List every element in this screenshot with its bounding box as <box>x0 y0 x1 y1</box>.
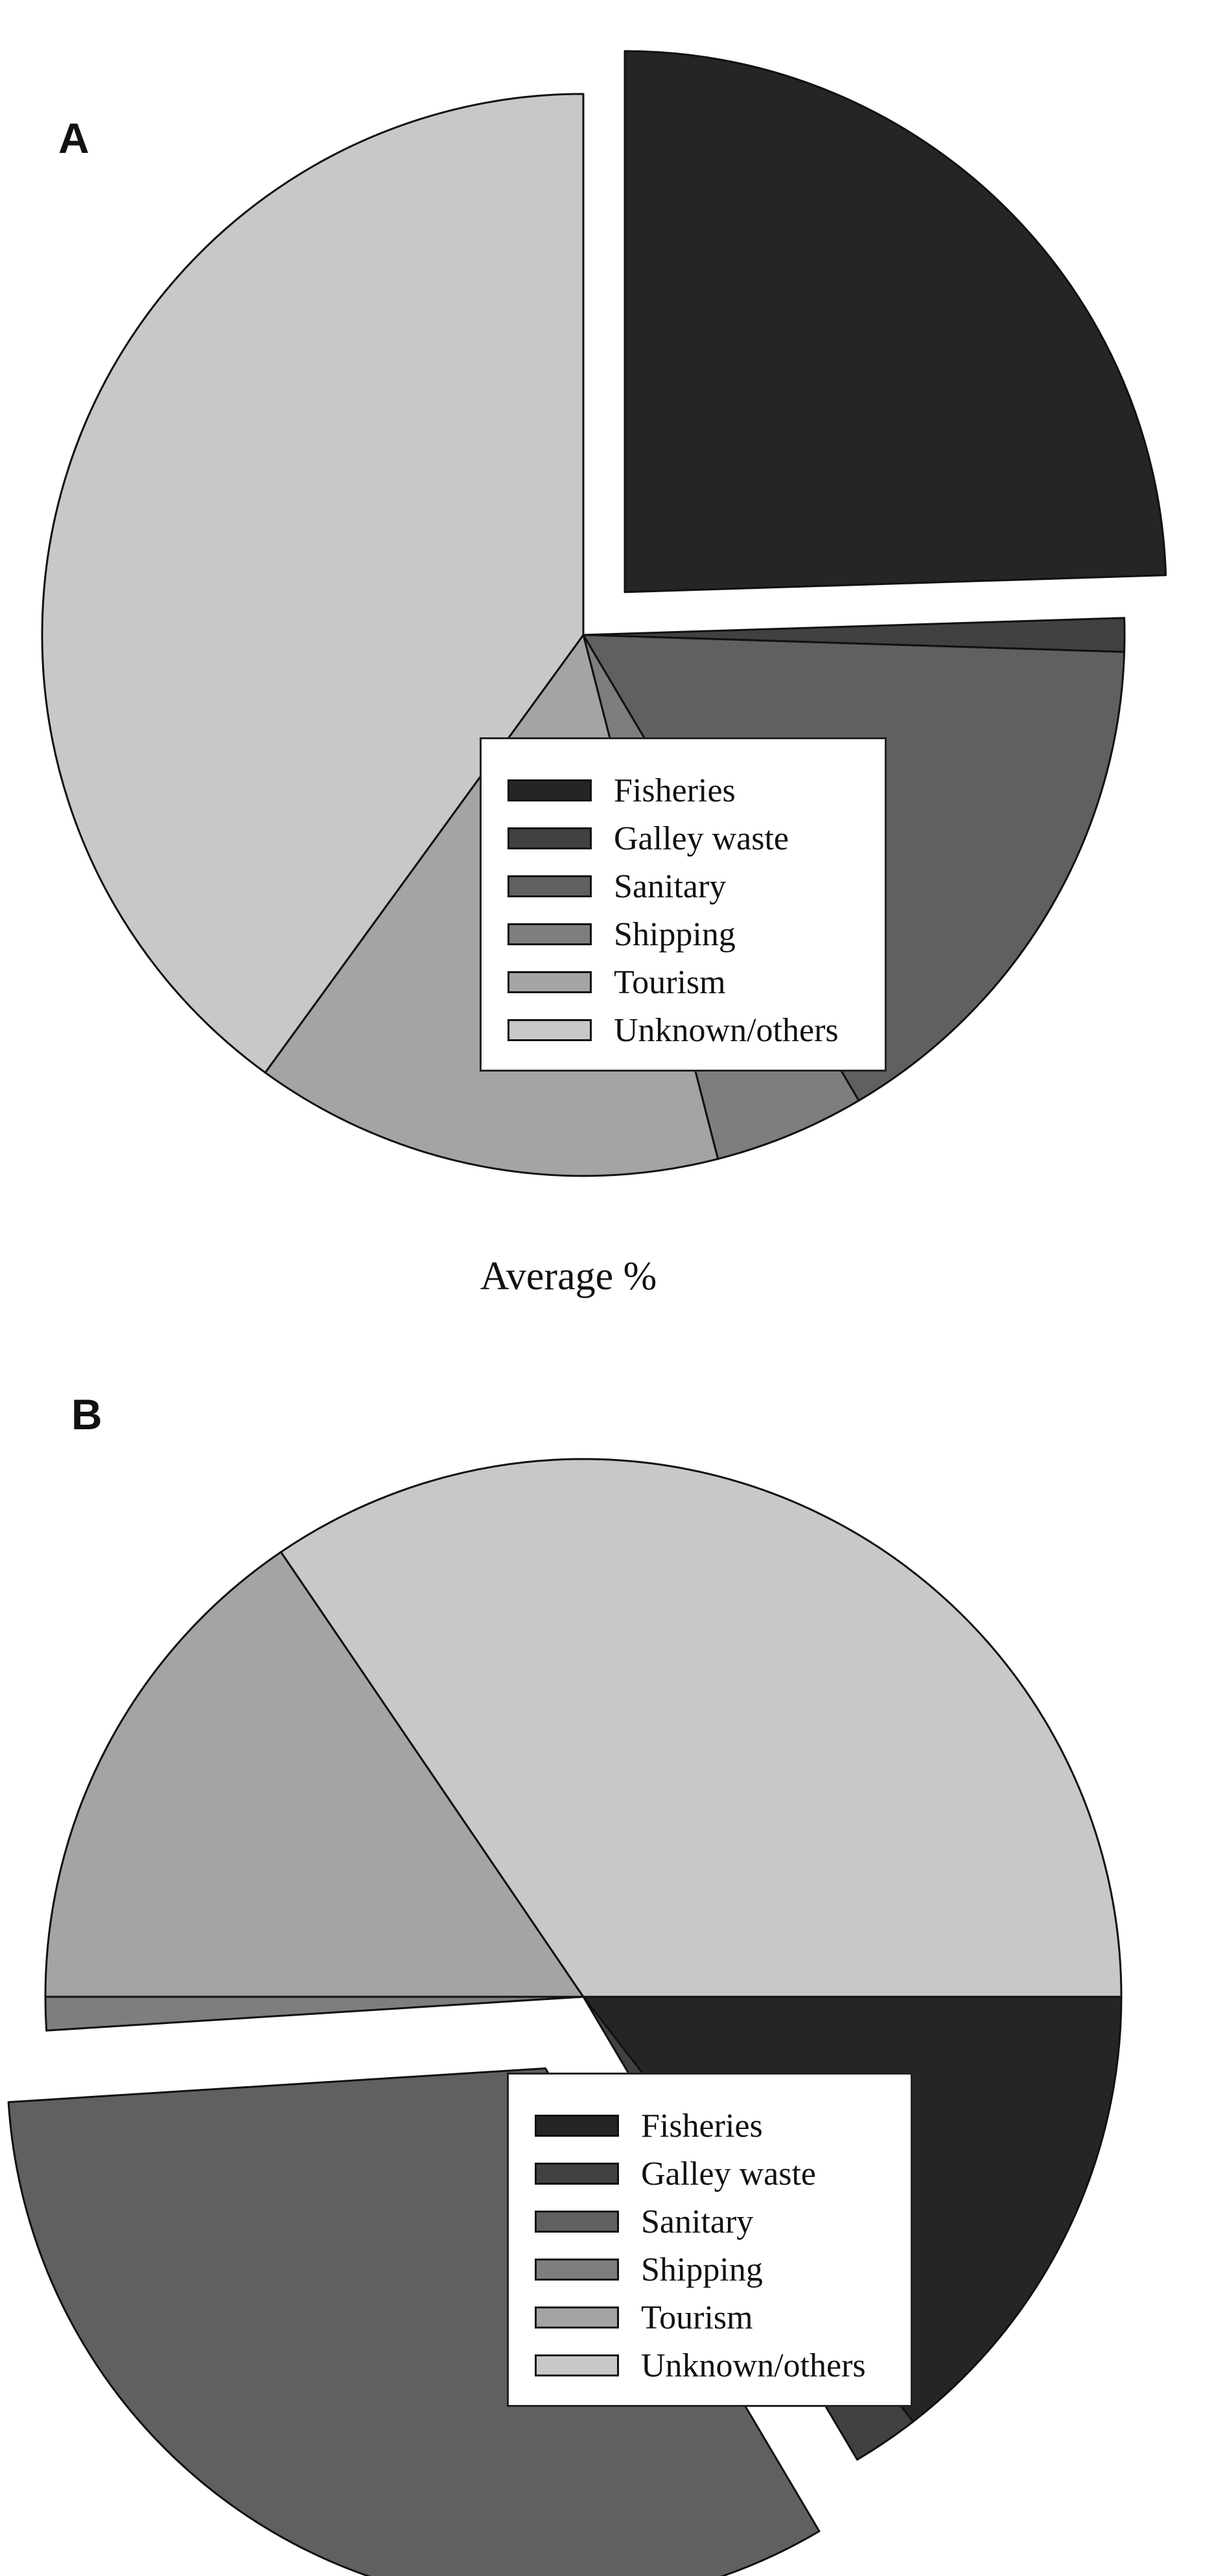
legend-swatch <box>535 2163 619 2185</box>
legend-swatch <box>508 827 592 849</box>
legend-label: Unknown/others <box>641 2347 866 2384</box>
legend-item-shipping: Shipping <box>508 910 885 958</box>
pie-slice-shipping <box>44 1995 585 2032</box>
legend-swatch <box>535 2306 619 2329</box>
legend-item-tourism: Tourism <box>508 958 885 1006</box>
legend-label: Shipping <box>614 915 736 953</box>
panel-label-a: A <box>58 114 89 162</box>
legend-item-unknown-others: Unknown/others <box>535 2341 911 2389</box>
legend-item-galley-waste: Galley waste <box>535 2150 911 2198</box>
pie-slice-fisheries <box>624 50 1167 593</box>
legend-item-fisheries: Fisheries <box>508 766 885 814</box>
legend-label: Shipping <box>641 2251 763 2288</box>
pie-slice-unknown-others <box>279 1458 1123 1998</box>
legend-swatch <box>508 971 592 993</box>
legend-swatch <box>508 923 592 945</box>
legend-item-sanitary: Sanitary <box>508 862 885 910</box>
legend-item-shipping: Shipping <box>535 2246 911 2294</box>
legend-label: Sanitary <box>614 868 727 905</box>
legend-item-fisheries: Fisheries <box>535 2102 911 2150</box>
legend-swatch <box>535 2354 619 2376</box>
legend-label: Fisheries <box>641 2107 763 2145</box>
pie-chart-a: A Fisheries Galley waste Sanitary Shipping T… <box>0 0 1225 1231</box>
legend-label: Galley waste <box>641 2155 817 2192</box>
average-percent-caption: Average % <box>480 1254 657 1298</box>
legend-label: Tourism <box>641 2299 753 2336</box>
legend-item-galley-waste: Galley waste <box>508 814 885 862</box>
legend-b: Fisheries Galley waste Sanitary Shipping Tou… <box>507 2073 913 2407</box>
legend-label: Galley waste <box>614 820 789 857</box>
legend-item-sanitary: Sanitary <box>535 2198 911 2246</box>
legend-label: Tourism <box>614 963 726 1001</box>
legend-swatch <box>508 875 592 897</box>
panel-label-b: B <box>71 1390 102 1438</box>
legend-item-tourism: Tourism <box>535 2294 911 2341</box>
legend-a: Fisheries Galley waste Sanitary Shipping Tou… <box>480 737 887 1072</box>
legend-label: Unknown/others <box>614 1011 839 1049</box>
legend-swatch <box>535 2259 619 2281</box>
legend-label: Fisheries <box>614 772 736 809</box>
legend-swatch <box>535 2211 619 2233</box>
legend-item-unknown-others: Unknown/others <box>508 1006 885 1054</box>
pie-chart-b: B Fisheries Galley waste Sanitary Shipping T… <box>0 1328 1225 2576</box>
legend-swatch <box>508 1019 592 1041</box>
legend-label: Sanitary <box>641 2203 754 2240</box>
pie-slice-unknown-others <box>41 93 585 1074</box>
legend-swatch <box>508 779 592 801</box>
legend-swatch <box>535 2115 619 2137</box>
pie-slice-tourism <box>44 1551 585 1998</box>
